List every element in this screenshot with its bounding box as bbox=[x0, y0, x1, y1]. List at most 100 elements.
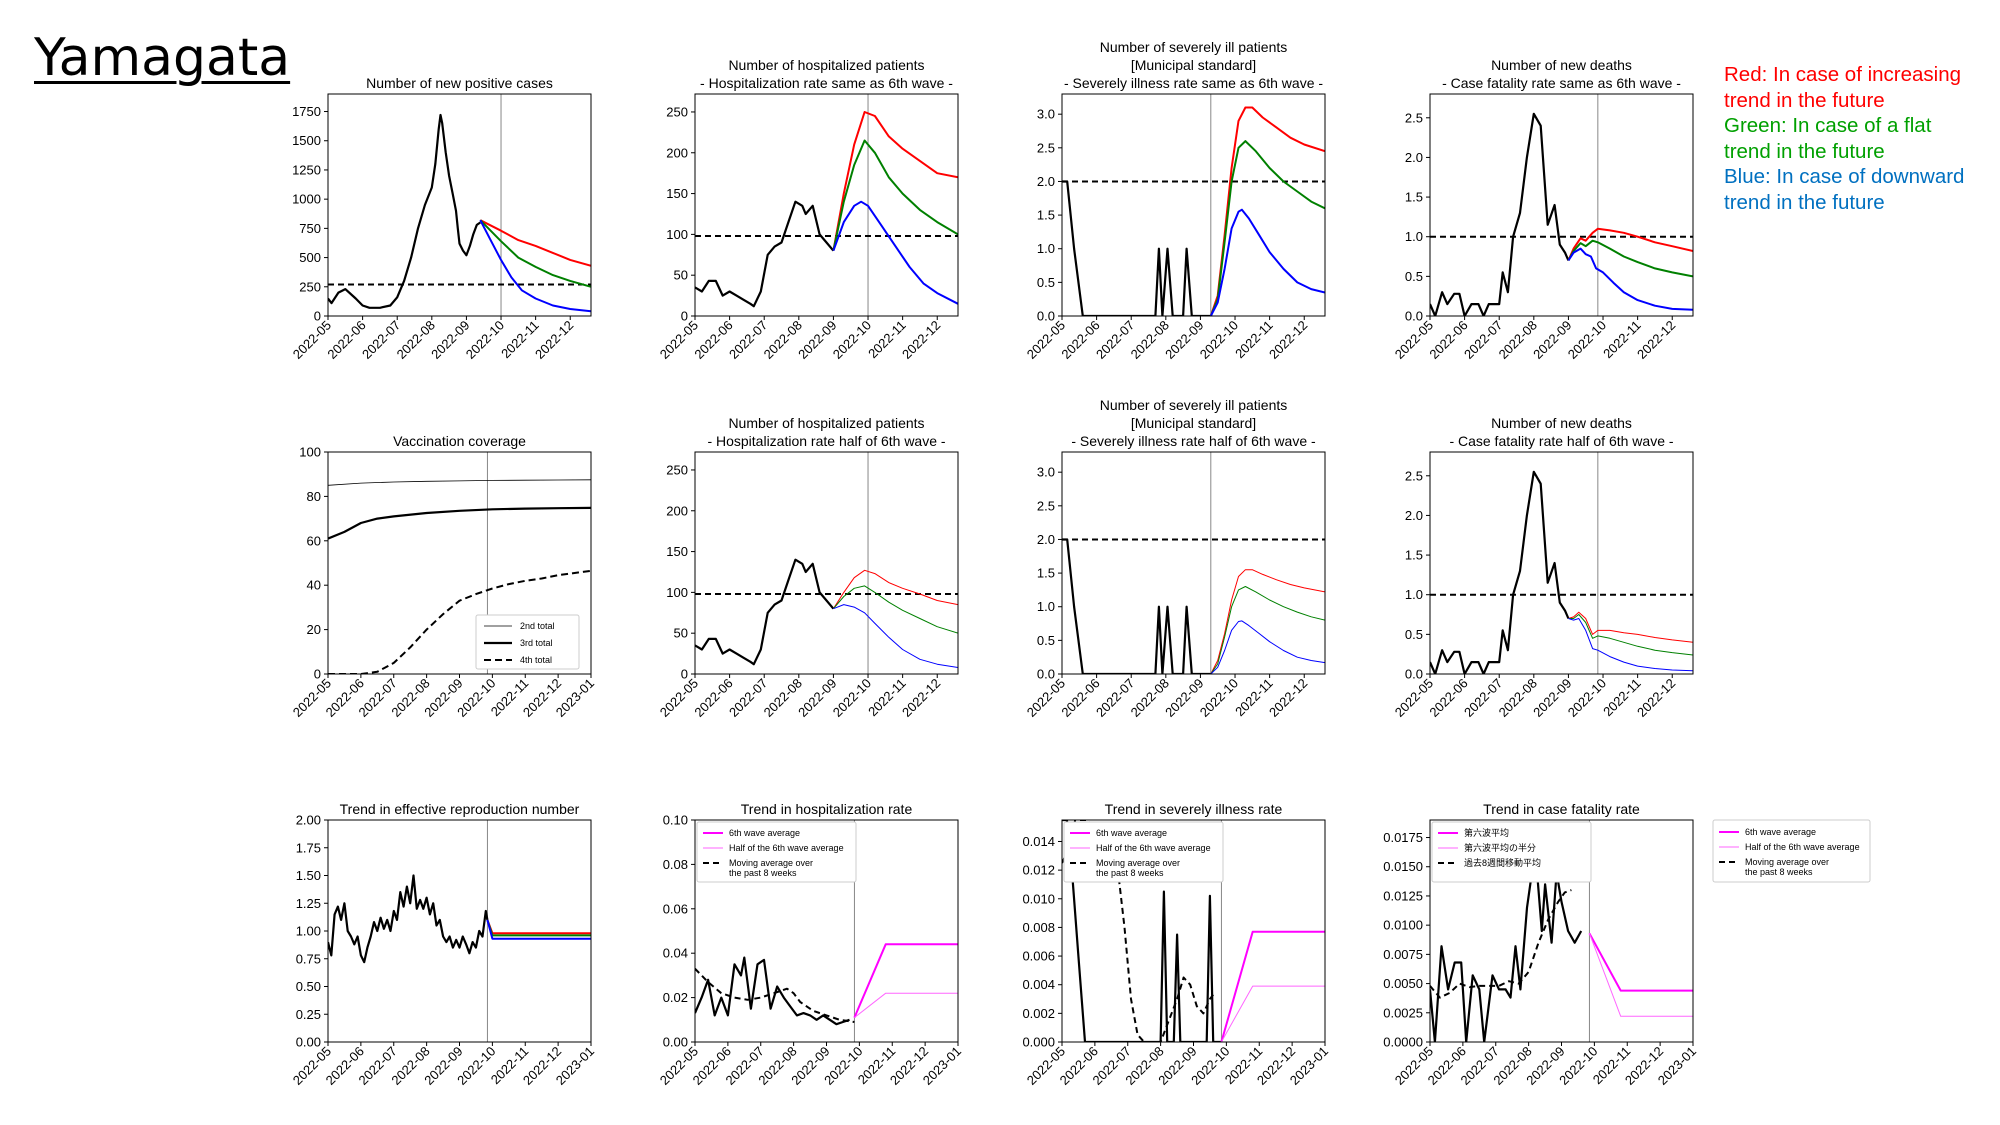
y-tick-label: 100 bbox=[299, 445, 321, 460]
chart-hospitalized-same: Number of hospitalized patients - Hospita… bbox=[657, 57, 959, 362]
y-tick-label: 1.00 bbox=[296, 924, 321, 939]
plot-area bbox=[695, 452, 958, 674]
x-tick-label: 2022-10 bbox=[1197, 318, 1241, 362]
extra-legend-frame bbox=[1712, 819, 1871, 883]
series-observed bbox=[328, 113, 481, 309]
y-tick-label: 50 bbox=[674, 268, 688, 283]
y-tick-label: 0.0025 bbox=[1383, 1005, 1423, 1020]
y-tick-label: 2.0 bbox=[1037, 532, 1055, 547]
y-tick-label: 0.0150 bbox=[1383, 859, 1423, 874]
y-tick-label: 0.0075 bbox=[1383, 947, 1423, 962]
x-tick-label: 2022-12 bbox=[532, 318, 576, 362]
series-increase bbox=[486, 919, 591, 935]
plot-frame bbox=[694, 93, 959, 317]
legend-label: 第六波平均 bbox=[1464, 827, 1509, 838]
legend-line-flat-1: Green: In case of a flat bbox=[1724, 114, 1932, 137]
y-tick-label: 1000 bbox=[292, 192, 321, 207]
y-tick-label: 150 bbox=[666, 544, 688, 559]
plot-area bbox=[328, 452, 591, 674]
plot-area bbox=[328, 820, 591, 1042]
series-decrease bbox=[486, 919, 591, 940]
x-tick-label: 2022-12 bbox=[899, 676, 943, 720]
y-tick-label: 0 bbox=[314, 667, 321, 682]
y-tick-label: 0 bbox=[681, 667, 688, 682]
y-tick-label: 1.5 bbox=[1405, 190, 1423, 205]
y-tick-label: 0.012 bbox=[1022, 863, 1055, 878]
chart-hospitalized-half: Number of hospitalized patients - Hospita… bbox=[657, 415, 959, 720]
y-tick-label: 2.5 bbox=[1405, 468, 1423, 483]
y-tick-label: 1.5 bbox=[1405, 548, 1423, 563]
y-tick-label: 100 bbox=[666, 227, 688, 242]
y-tick-label: 0.0 bbox=[1037, 309, 1055, 324]
series-increase bbox=[479, 219, 591, 267]
chart-title: Number of severely ill patients bbox=[1100, 39, 1288, 55]
chart-title: Trend in hospitalization rate bbox=[741, 801, 913, 817]
plot-area bbox=[1062, 452, 1325, 674]
y-tick-label: 1.0 bbox=[1405, 587, 1423, 602]
legend-line-decrease-2: trend in the future bbox=[1724, 190, 1885, 214]
legend-label: Half of the 6th wave average bbox=[1745, 842, 1860, 852]
y-tick-label: 0.5 bbox=[1405, 627, 1423, 642]
legend-label: the past 8 weeks bbox=[1745, 867, 1813, 877]
y-tick-label: 2.5 bbox=[1037, 498, 1055, 513]
chart-title: - Case fatality rate half of 6th wave - bbox=[1449, 433, 1673, 449]
y-tick-label: 250 bbox=[299, 279, 321, 294]
plot-frame bbox=[1429, 451, 1694, 675]
chart-legend bbox=[1431, 821, 1592, 883]
series-increase bbox=[1210, 569, 1325, 674]
plot-frame bbox=[1429, 93, 1694, 317]
y-tick-label: 0.0050 bbox=[1383, 976, 1423, 991]
series-decrease bbox=[1568, 618, 1693, 672]
y-tick-label: 1.50 bbox=[296, 868, 321, 883]
series-observed bbox=[1062, 538, 1211, 674]
series-decrease bbox=[479, 219, 591, 313]
x-tick-label: 2022-10 bbox=[1197, 676, 1241, 720]
legend-label: 4th total bbox=[520, 655, 552, 665]
chart-legend bbox=[475, 614, 580, 670]
chart-title: Trend in severely illness rate bbox=[1105, 801, 1283, 817]
series-half6 bbox=[854, 992, 958, 1018]
y-tick-label: 200 bbox=[666, 503, 688, 518]
plot-area bbox=[1062, 94, 1325, 316]
chart-hospitalization-rate: Trend in hospitalization rate 0.00 0.02 0.0… bbox=[657, 801, 964, 1088]
chart-title: - Hospitalization rate half of 6th wave … bbox=[707, 433, 945, 449]
series-moving-average bbox=[1430, 889, 1572, 999]
x-tick-label: 2022-10 bbox=[830, 318, 874, 362]
x-tick-label: 2022-12 bbox=[1266, 676, 1310, 720]
plot-frame bbox=[1061, 93, 1326, 317]
chart-title: Number of severely ill patients bbox=[1100, 397, 1288, 413]
chart-vaccination: Vaccination coverage0204060801002022-052… bbox=[290, 433, 597, 720]
series-flat bbox=[1567, 239, 1693, 278]
y-tick-label: 0.002 bbox=[1022, 1006, 1055, 1021]
y-tick-label: 150 bbox=[666, 186, 688, 201]
y-tick-label: 0.0 bbox=[1037, 667, 1055, 682]
series-flat bbox=[479, 219, 591, 288]
y-tick-label: 0.014 bbox=[1022, 834, 1055, 849]
legend-label: 6th wave average bbox=[1745, 827, 1816, 837]
chart-title: Number of new deaths bbox=[1491, 415, 1632, 431]
x-tick-label: 2022-12 bbox=[899, 318, 943, 362]
legend-label: the past 8 weeks bbox=[1096, 868, 1164, 878]
y-tick-label: 1.75 bbox=[296, 840, 321, 855]
y-tick-label: 0.00 bbox=[663, 1035, 688, 1050]
y-tick-label: 0.06 bbox=[663, 901, 688, 916]
y-tick-label: 0.04 bbox=[663, 946, 688, 961]
y-tick-label: 1.0 bbox=[1405, 229, 1423, 244]
y-tick-label: 0.10 bbox=[663, 813, 688, 828]
x-tick-label: 2022-12 bbox=[1634, 676, 1678, 720]
legend-line-decrease-1: Blue: In case of downward bbox=[1724, 165, 1965, 188]
y-tick-label: 1250 bbox=[292, 162, 321, 177]
legend-label: Moving average over bbox=[729, 858, 813, 868]
y-tick-label: 750 bbox=[299, 221, 321, 236]
legend-label: 過去8週間移動平均 bbox=[1464, 857, 1541, 868]
x-tick-label: 2022-10 bbox=[1565, 676, 1609, 720]
series-flat bbox=[832, 139, 958, 251]
chart-title: Number of hospitalized patients bbox=[728, 415, 924, 431]
x-tick-label: 2022-12 bbox=[1634, 318, 1678, 362]
plot-frame bbox=[1061, 451, 1326, 675]
series-flat bbox=[1568, 614, 1693, 656]
y-tick-label: 0.004 bbox=[1022, 977, 1055, 992]
series-half6 bbox=[1588, 933, 1693, 1017]
legend-label: Half of the 6th wave average bbox=[1096, 843, 1211, 853]
y-tick-label: 40 bbox=[307, 578, 321, 593]
